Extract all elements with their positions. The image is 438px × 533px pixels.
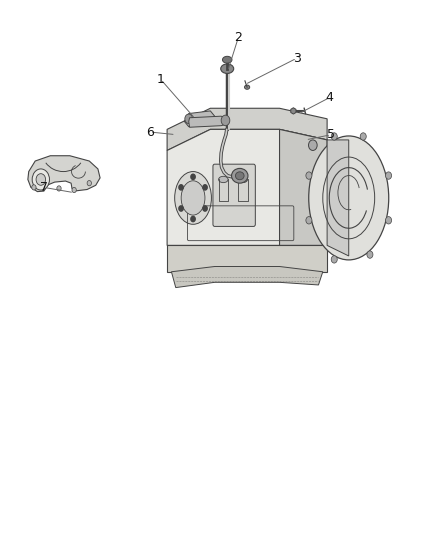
Circle shape bbox=[331, 133, 337, 140]
Polygon shape bbox=[327, 140, 349, 256]
Ellipse shape bbox=[238, 176, 247, 183]
Ellipse shape bbox=[181, 181, 205, 215]
FancyBboxPatch shape bbox=[213, 164, 255, 227]
Text: 7: 7 bbox=[40, 181, 48, 194]
Text: 1: 1 bbox=[157, 73, 165, 86]
Circle shape bbox=[306, 172, 312, 179]
Circle shape bbox=[191, 174, 195, 180]
Text: 6: 6 bbox=[146, 125, 154, 139]
Circle shape bbox=[57, 186, 61, 191]
Circle shape bbox=[32, 185, 36, 190]
Polygon shape bbox=[189, 116, 227, 127]
Polygon shape bbox=[167, 108, 327, 150]
Circle shape bbox=[367, 251, 373, 259]
Ellipse shape bbox=[309, 136, 389, 260]
Ellipse shape bbox=[175, 172, 212, 224]
Circle shape bbox=[72, 188, 76, 192]
Polygon shape bbox=[171, 266, 323, 288]
Circle shape bbox=[36, 174, 46, 185]
Ellipse shape bbox=[236, 172, 244, 180]
Ellipse shape bbox=[244, 85, 250, 90]
Text: 5: 5 bbox=[328, 128, 336, 141]
Polygon shape bbox=[167, 130, 327, 245]
Circle shape bbox=[87, 181, 92, 186]
Circle shape bbox=[221, 115, 230, 126]
Text: 2: 2 bbox=[234, 30, 242, 44]
Circle shape bbox=[385, 216, 392, 224]
Ellipse shape bbox=[232, 168, 248, 183]
Polygon shape bbox=[28, 156, 100, 191]
Circle shape bbox=[385, 172, 392, 179]
Circle shape bbox=[306, 216, 312, 224]
Circle shape bbox=[185, 114, 193, 124]
Circle shape bbox=[179, 185, 183, 190]
Text: 4: 4 bbox=[325, 91, 333, 104]
Text: 3: 3 bbox=[293, 52, 301, 64]
Polygon shape bbox=[184, 111, 215, 127]
Polygon shape bbox=[291, 108, 296, 114]
Polygon shape bbox=[167, 245, 327, 272]
Ellipse shape bbox=[221, 64, 234, 74]
Circle shape bbox=[360, 133, 366, 140]
Polygon shape bbox=[279, 130, 327, 245]
Circle shape bbox=[191, 216, 195, 222]
Circle shape bbox=[203, 185, 207, 190]
Circle shape bbox=[203, 206, 207, 211]
Circle shape bbox=[32, 169, 49, 190]
Circle shape bbox=[179, 206, 183, 211]
Ellipse shape bbox=[223, 56, 232, 63]
Ellipse shape bbox=[219, 176, 228, 183]
Circle shape bbox=[308, 140, 317, 150]
Circle shape bbox=[331, 256, 337, 263]
